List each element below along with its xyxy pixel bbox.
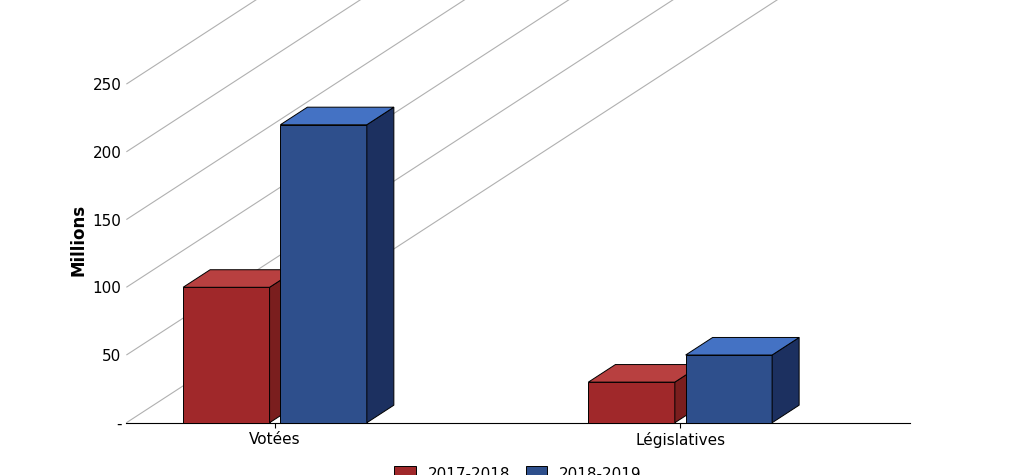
Polygon shape xyxy=(588,364,702,382)
Polygon shape xyxy=(588,382,674,423)
Polygon shape xyxy=(270,270,296,423)
Polygon shape xyxy=(183,270,296,287)
Polygon shape xyxy=(685,355,772,423)
Polygon shape xyxy=(685,337,799,355)
Polygon shape xyxy=(280,107,394,125)
Polygon shape xyxy=(367,107,394,423)
Y-axis label: Millions: Millions xyxy=(69,204,87,276)
Polygon shape xyxy=(183,287,270,423)
Legend: 2017-2018, 2018-2019: 2017-2018, 2018-2019 xyxy=(388,460,648,475)
Polygon shape xyxy=(280,125,367,423)
Polygon shape xyxy=(772,337,799,423)
Polygon shape xyxy=(674,364,702,423)
